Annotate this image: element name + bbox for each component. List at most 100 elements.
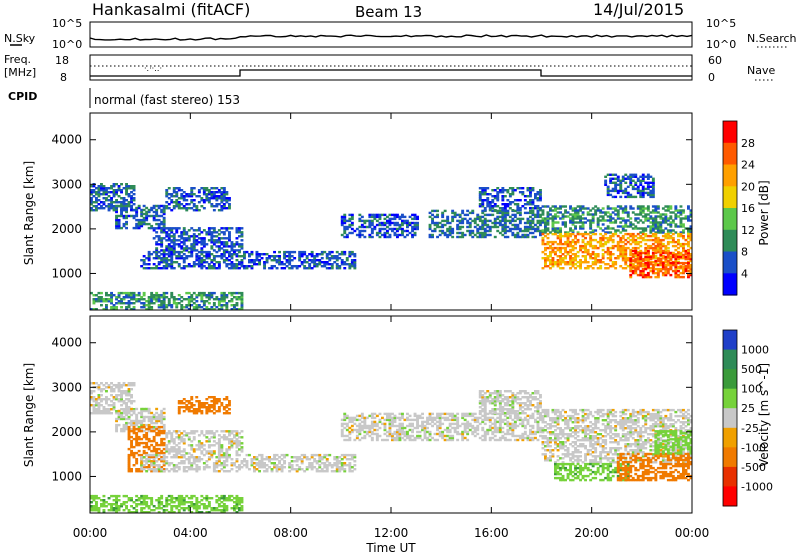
echo-cell <box>225 250 229 254</box>
echo-cell <box>127 294 131 297</box>
echo-cell <box>541 232 545 236</box>
echo-cell <box>220 294 224 297</box>
echo-cell <box>170 247 174 250</box>
echo-cell <box>177 446 181 449</box>
echo-cell <box>501 209 505 212</box>
echo-cell <box>370 229 374 233</box>
echo-cell <box>609 255 613 258</box>
echo-cell <box>102 193 106 196</box>
echo-cell <box>172 227 176 230</box>
echo-cell <box>401 215 404 219</box>
echo-cell <box>107 384 111 387</box>
echo-cell <box>433 215 437 219</box>
echo-cell <box>320 468 324 471</box>
echo-cell <box>215 203 219 206</box>
echo-cell <box>493 223 497 227</box>
echo-cell <box>659 225 663 228</box>
echo-cell <box>649 257 653 261</box>
echo-cell <box>102 494 106 498</box>
echo-cell <box>288 250 292 254</box>
echo-cell <box>238 249 241 252</box>
echo-cell <box>649 215 653 218</box>
echo-cell <box>325 470 329 473</box>
echo-cell <box>152 447 156 451</box>
echo-cell <box>496 211 500 215</box>
echo-cell <box>205 466 209 469</box>
echo-cell <box>122 291 126 295</box>
echo-cell <box>689 211 693 214</box>
echo-cell <box>190 453 194 457</box>
echo-cell <box>215 456 219 459</box>
echo-cell <box>142 511 146 514</box>
echo-cell <box>162 204 166 208</box>
echo-cell <box>458 227 462 231</box>
echo-cell <box>631 255 635 259</box>
echo-cell <box>222 237 226 240</box>
echo-cell <box>120 291 123 295</box>
echo-cell <box>200 503 204 506</box>
echo-cell <box>157 431 161 435</box>
echo-cell <box>679 231 683 234</box>
echo-cell <box>413 231 417 235</box>
echo-cell <box>190 245 194 248</box>
echo-cell <box>240 298 244 301</box>
echo-cell <box>127 470 131 473</box>
echo-cell <box>177 408 181 411</box>
echo-cell <box>135 210 139 214</box>
echo-cell <box>170 440 174 443</box>
echo-cell <box>195 464 199 467</box>
echo-cell <box>185 245 189 248</box>
echo-cell <box>147 304 151 307</box>
ytick-label: 1000 <box>51 266 82 280</box>
echo-cell <box>140 302 144 305</box>
echo-cell <box>629 269 633 273</box>
echo-cell <box>177 189 181 192</box>
echo-cell <box>210 235 214 238</box>
echo-cell <box>654 271 658 275</box>
echo-cell <box>180 304 184 307</box>
echo-cell <box>105 300 108 303</box>
echo-cell <box>275 466 279 469</box>
echo-cell <box>135 206 139 210</box>
echo-cell <box>112 201 116 204</box>
echo-cell <box>207 233 211 236</box>
echo-cell <box>222 408 226 411</box>
echo-cell <box>112 494 116 498</box>
echo-cell <box>664 236 668 240</box>
echo-cell <box>644 232 648 236</box>
echo-cell <box>140 421 144 425</box>
echo-cell <box>157 451 161 455</box>
echo-cell <box>258 466 261 469</box>
echo-cell <box>117 413 121 417</box>
echo-cell <box>646 185 650 188</box>
echo-cell <box>666 263 670 267</box>
echo-cell <box>127 187 131 190</box>
echo-cell <box>190 462 194 465</box>
echo-cell <box>481 233 485 237</box>
echo-cell <box>516 209 520 212</box>
echo-cell <box>353 229 357 233</box>
echo-cell <box>105 199 108 202</box>
echo-cell <box>571 261 575 264</box>
echo-cell <box>167 499 171 502</box>
echo-cell <box>117 398 121 401</box>
echo-cell <box>606 246 610 250</box>
echo-cell <box>536 207 540 210</box>
echo-cell <box>569 267 572 270</box>
echo-cell <box>132 308 136 311</box>
echo-cell <box>137 411 141 415</box>
echo-cell <box>135 415 139 419</box>
echo-cell <box>511 193 515 196</box>
echo-cell <box>107 300 111 303</box>
echo-cell <box>333 458 337 461</box>
echo-cell <box>546 240 550 244</box>
echo-cell <box>210 241 214 244</box>
echo-cell <box>651 225 655 228</box>
echo-cell <box>315 453 319 457</box>
echo-cell <box>333 464 337 467</box>
echo-cell <box>654 259 658 263</box>
echo-cell <box>589 234 593 238</box>
echo-cell <box>122 501 126 504</box>
echo-cell <box>571 209 575 212</box>
echo-cell <box>518 199 522 202</box>
